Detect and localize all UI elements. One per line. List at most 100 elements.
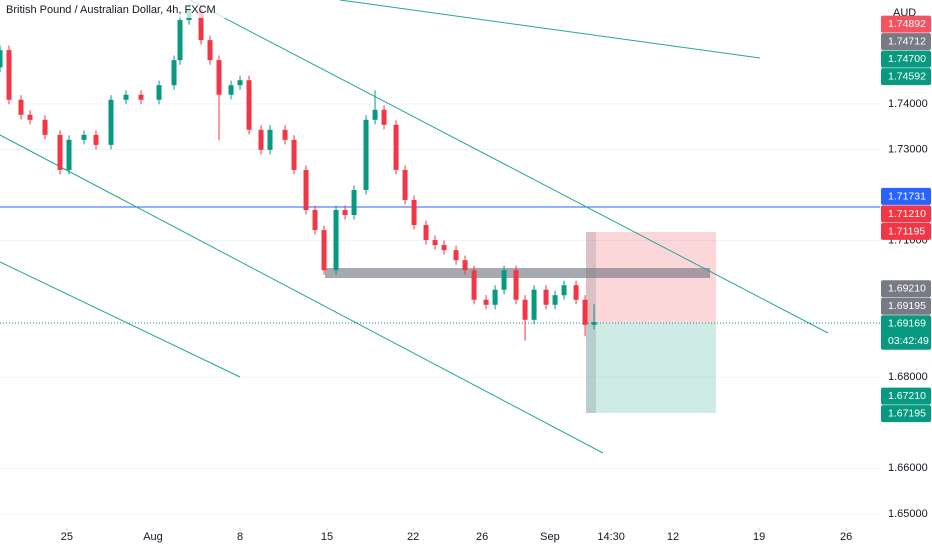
trend-line: [189, 0, 829, 334]
y-tick-label: 1.68000: [888, 371, 928, 383]
price-label-box: [881, 50, 931, 68]
candle-body: [291, 139, 297, 170]
candle-body: [228, 85, 234, 95]
candle-body: [207, 40, 213, 61]
price-label: 1.67210: [888, 390, 926, 402]
candle-body: [573, 285, 579, 300]
price-label: 1.67195: [888, 408, 926, 420]
candle-body: [282, 129, 288, 140]
candle-body: [372, 109, 378, 120]
candle-body: [471, 270, 477, 300]
candle-body: [363, 119, 369, 190]
x-tick-label: 12: [667, 531, 679, 543]
x-tick-label: 26: [476, 531, 488, 543]
candle-body: [258, 129, 264, 150]
price-label: 1.69195: [888, 300, 926, 312]
candle-body: [453, 250, 459, 261]
candle-body: [138, 94, 144, 100]
price-label-box: [881, 222, 931, 240]
price-label: 1.74700: [888, 53, 926, 65]
candle-body: [333, 210, 339, 271]
price-label-box: [881, 33, 931, 51]
candle-body: [108, 99, 114, 145]
price-label: 1.74592: [888, 71, 926, 83]
candle-body: [432, 240, 438, 246]
candle-body: [312, 210, 318, 231]
price-label: 1.71195: [888, 225, 925, 237]
countdown: 03:42:49: [888, 335, 929, 347]
price-label-box: [881, 405, 931, 423]
candle-body: [27, 114, 33, 120]
candle-body: [522, 299, 528, 320]
candle-body: [303, 169, 309, 211]
candle-body: [81, 134, 87, 140]
y-tick-label: 1.74000: [888, 98, 928, 110]
x-tick-label: 15: [321, 531, 333, 543]
x-tick-label: 14:30: [597, 531, 625, 543]
price-label: 1.71210: [888, 208, 926, 220]
candle-body: [267, 129, 273, 150]
candle-body: [156, 85, 162, 100]
candle-body: [411, 199, 417, 226]
candle-body: [246, 80, 252, 130]
candle-body: [393, 124, 399, 170]
price-label: 1.69210: [888, 283, 926, 295]
y-tick-label: 1.73000: [888, 143, 928, 155]
candle-body: [93, 134, 99, 145]
candle-body: [0, 50, 3, 68]
price-label-box: [881, 205, 931, 223]
candle-body: [531, 289, 537, 320]
candle-body: [57, 134, 63, 170]
x-tick-label: 26: [840, 531, 852, 543]
price-label: 1.74892: [888, 18, 926, 30]
price-label-box: [881, 15, 931, 33]
candle-body: [171, 60, 177, 86]
price-label: 1.69169: [888, 318, 926, 330]
candle-body: [18, 99, 24, 115]
target-zone: [586, 323, 716, 413]
y-tick-label: 1.65000: [888, 508, 928, 520]
x-tick-label: 8: [237, 531, 243, 543]
trend-line: [0, 261, 241, 378]
price-label-box: [881, 387, 931, 405]
candle-body: [462, 260, 468, 271]
candle-body: [381, 109, 387, 125]
price-label: 1.74712: [888, 36, 926, 48]
candle-body: [501, 270, 507, 290]
candle-body: [543, 289, 549, 305]
candle-body: [441, 245, 447, 251]
candle-body: [552, 295, 558, 305]
candle-body: [321, 230, 327, 271]
price-label-box: [881, 297, 931, 315]
candle-body: [582, 299, 588, 325]
price-label-box: [881, 280, 931, 298]
x-tick-label: 22: [407, 531, 419, 543]
x-tick-label: Aug: [143, 531, 163, 543]
price-label-box: [881, 187, 931, 205]
candle-body: [483, 299, 489, 305]
candle-body: [591, 322, 597, 325]
candle-body: [123, 94, 129, 100]
price-label-box: [881, 68, 931, 86]
axes: 1.740001.730001.710001.680001.660001.650…: [61, 15, 931, 543]
price-label-box: [881, 315, 931, 350]
x-tick-label: Sep: [540, 531, 560, 543]
candle-body: [513, 270, 519, 300]
candle-body: [177, 20, 183, 61]
trend-line: [0, 134, 604, 454]
candle-body: [492, 289, 498, 305]
candle-body: [42, 119, 48, 135]
title-bg: [0, 0, 270, 18]
candle-body: [6, 50, 12, 100]
candle-body: [66, 139, 72, 170]
grid: [0, 103, 880, 515]
x-tick-label: 19: [753, 531, 765, 543]
candle-body: [351, 189, 357, 216]
candle-body: [237, 80, 243, 86]
candle-body: [402, 169, 408, 200]
candle-body: [423, 225, 429, 241]
chart-title: British Pound / Australian Dollar, 4h, F…: [6, 4, 216, 16]
candle-body: [216, 60, 222, 95]
candle-body: [342, 210, 348, 216]
